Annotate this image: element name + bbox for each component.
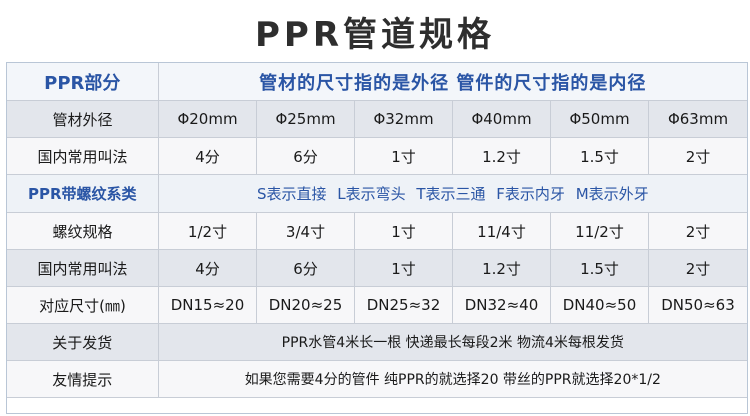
table-row: 螺纹规格 1/2寸 3/4寸 1寸 11/4寸 11/2寸 2寸 [7,213,747,250]
table-cell: 6分 [257,138,355,175]
table-cell: DN15≈20 [159,287,257,324]
table-cell: 11/4寸 [453,213,551,250]
table-cell: Φ63mm [649,101,747,138]
table-header-row: PPR部分 管材的尺寸指的是外径 管件的尺寸指的是内径 [7,63,747,101]
table-cell: 1/2寸 [159,213,257,250]
table-cell: 4分 [159,250,257,287]
row-label: 国内常用叫法 [7,138,159,175]
table-cell: 11/2寸 [551,213,649,250]
table-cell: 3/4寸 [257,213,355,250]
table-cell: 1.5寸 [551,250,649,287]
row-label: 关于发货 [7,324,159,361]
table-cell: 2寸 [649,250,747,287]
shipping-note-text: PPR水管4米长一根 快递最长每段2米 物流4米每根发货 [158,324,747,361]
shipping-note-row: 关于发货 PPR水管4米长一根 快递最长每段2米 物流4米每根发货 [7,324,747,361]
table-row: 国内常用叫法 4分 6分 1寸 1.2寸 1.5寸 2寸 [7,138,747,175]
table-cell: 1寸 [355,138,453,175]
table-row: 管材外径 Φ20mm Φ25mm Φ32mm Φ40mm Φ50mm Φ63mm [7,101,747,138]
header-text: 管材的尺寸指的是外径 管件的尺寸指的是内径 [158,63,747,101]
table-cell: DN25≈32 [355,287,453,324]
thread-section-label: PPR带螺纹系类 [7,175,159,213]
row-label: 国内常用叫法 [7,250,159,287]
table-cell: 1.2寸 [453,138,551,175]
tip-note-text: 如果您需要4分的管件 纯PPR的就选择20 带丝的PPR就选择20*1/2 [158,361,747,398]
table-cell: DN50≈63 [649,287,747,324]
table-cell: 1寸 [355,213,453,250]
spec-table: PPR部分 管材的尺寸指的是外径 管件的尺寸指的是内径 管材外径 Φ20mm Φ… [6,62,748,414]
table-cell: DN32≈40 [453,287,551,324]
table-cell: Φ20mm [159,101,257,138]
table-cell: 1.5寸 [551,138,649,175]
row-label: 对应尺寸(㎜) [7,287,159,324]
table-row: 对应尺寸(㎜) DN15≈20 DN20≈25 DN25≈32 DN32≈40 … [7,287,747,324]
tip-note-row: 友情提示 如果您需要4分的管件 纯PPR的就选择20 带丝的PPR就选择20*1… [7,361,747,398]
table-cell: Φ32mm [355,101,453,138]
table-cell: Φ50mm [551,101,649,138]
table-cell: 6分 [257,250,355,287]
row-label: 友情提示 [7,361,159,398]
row-label: 管材外径 [7,101,159,138]
table-cell: 4分 [159,138,257,175]
thread-section-row: PPR带螺纹系类 S表示直接 L表示弯头 T表示三通 F表示内牙 M表示外牙 [7,175,747,213]
table-cell: DN40≈50 [551,287,649,324]
header-label: PPR部分 [7,63,159,101]
table-cell: Φ40mm [453,101,551,138]
table-cell: 2寸 [649,138,747,175]
table-cell: 1寸 [355,250,453,287]
table-cell: 2寸 [649,213,747,250]
table-cell: DN20≈25 [257,287,355,324]
table-cell: 1.2寸 [453,250,551,287]
table-row: 国内常用叫法 4分 6分 1寸 1.2寸 1.5寸 2寸 [7,250,747,287]
table-cell: Φ25mm [257,101,355,138]
row-label: 螺纹规格 [7,213,159,250]
page-title: PPR管道规格 [254,14,496,55]
thread-legend-text: S表示直接 L表示弯头 T表示三通 F表示内牙 M表示外牙 [158,175,747,213]
